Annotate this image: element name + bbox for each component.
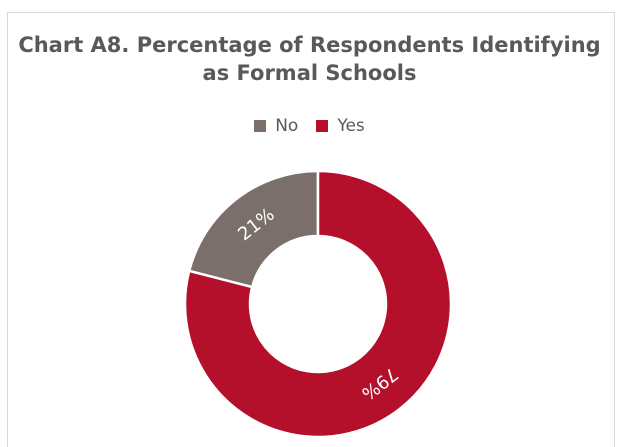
- legend-label-no: No: [275, 116, 299, 136]
- chart-title-line-2: as Formal Schools: [202, 61, 417, 85]
- legend-label-yes: Yes: [337, 116, 365, 136]
- chart-title: Chart A8. Percentage of Respondents Iden…: [0, 31, 619, 87]
- donut-slice-yes: [183, 169, 453, 439]
- chart-title-line-1: Chart A8. Percentage of Respondents Iden…: [18, 33, 601, 57]
- legend-item-yes: Yes: [316, 116, 365, 136]
- legend-item-no: No: [254, 116, 298, 136]
- legend-swatch-no: [254, 120, 267, 132]
- donut-slice-no: [187, 169, 320, 289]
- chart-legend: No Yes: [0, 116, 619, 136]
- legend-swatch-yes: [316, 120, 329, 132]
- donut-slices: [183, 169, 453, 439]
